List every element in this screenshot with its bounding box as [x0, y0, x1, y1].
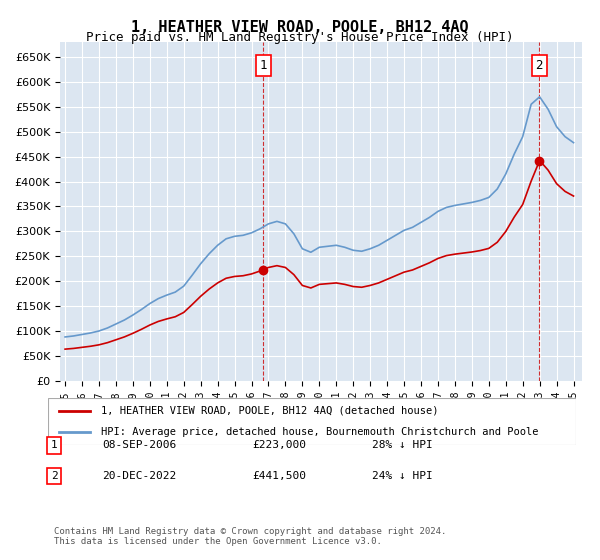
Text: 1, HEATHER VIEW ROAD, POOLE, BH12 4AQ (detached house): 1, HEATHER VIEW ROAD, POOLE, BH12 4AQ (d… — [101, 406, 438, 416]
Text: 24% ↓ HPI: 24% ↓ HPI — [372, 471, 433, 481]
Text: 08-SEP-2006: 08-SEP-2006 — [102, 440, 176, 450]
Text: Price paid vs. HM Land Registry's House Price Index (HPI): Price paid vs. HM Land Registry's House … — [86, 31, 514, 44]
Text: HPI: Average price, detached house, Bournemouth Christchurch and Poole: HPI: Average price, detached house, Bour… — [101, 427, 538, 437]
Text: Contains HM Land Registry data © Crown copyright and database right 2024.
This d: Contains HM Land Registry data © Crown c… — [54, 526, 446, 546]
Text: 2: 2 — [50, 471, 58, 481]
Text: 1, HEATHER VIEW ROAD, POOLE, BH12 4AQ: 1, HEATHER VIEW ROAD, POOLE, BH12 4AQ — [131, 20, 469, 35]
Text: 20-DEC-2022: 20-DEC-2022 — [102, 471, 176, 481]
Text: 1: 1 — [259, 59, 267, 72]
Text: 2: 2 — [535, 59, 543, 72]
Text: £223,000: £223,000 — [252, 440, 306, 450]
Text: 28% ↓ HPI: 28% ↓ HPI — [372, 440, 433, 450]
Text: 1: 1 — [50, 440, 58, 450]
Text: £441,500: £441,500 — [252, 471, 306, 481]
